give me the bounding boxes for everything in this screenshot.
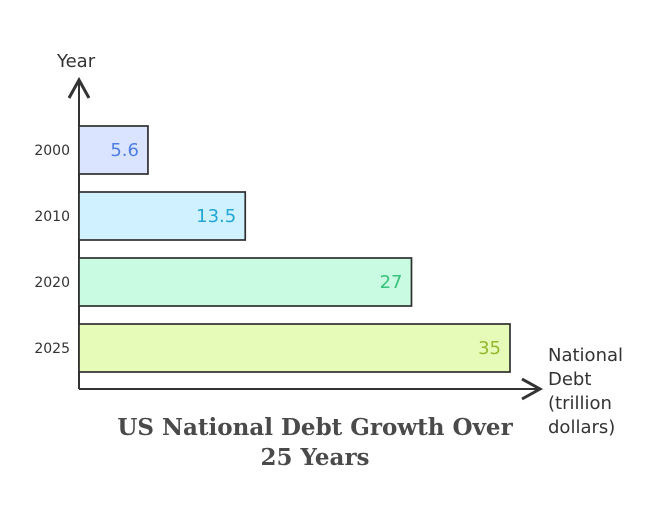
x-axis-title-line-3: (trillion xyxy=(548,393,612,414)
x-axis-title-line-2: Debt xyxy=(548,369,591,390)
y-tick-label-2000: 2000 xyxy=(34,143,70,159)
value-label-2020: 27 xyxy=(380,272,403,293)
x-axis-title-line-4: dollars) xyxy=(548,417,615,438)
bar-2000 xyxy=(78,125,149,175)
y-axis-title: Year xyxy=(56,51,96,72)
chart-title: US National Debt Growth Over 25 Years xyxy=(117,414,513,471)
bar-2025 xyxy=(78,323,511,373)
value-label-2000: 5.6 xyxy=(110,140,139,161)
bar-2010 xyxy=(78,191,247,241)
y-tick-label-2025: 2025 xyxy=(34,341,70,357)
bars-layer: 2000 5.6 2010 13.5 2020 27 2025 35 xyxy=(34,125,511,373)
bar-2020 xyxy=(78,257,413,307)
y-tick-label-2010: 2010 xyxy=(34,209,70,225)
x-axis-title-line-1: National xyxy=(548,345,623,366)
y-tick-label-2020: 2020 xyxy=(34,275,70,291)
value-label-2025: 35 xyxy=(478,338,501,359)
x-axis-title: National Debt (trillion dollars) xyxy=(548,345,629,438)
value-label-2010: 13.5 xyxy=(196,206,236,227)
